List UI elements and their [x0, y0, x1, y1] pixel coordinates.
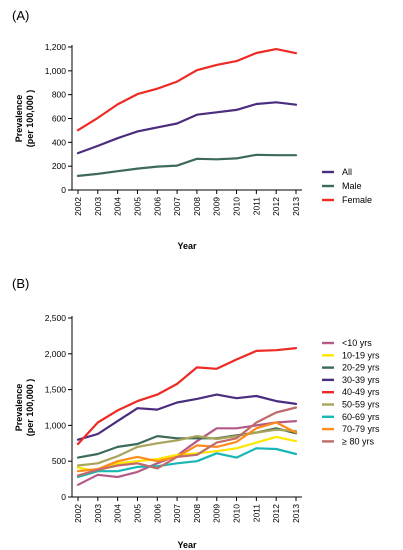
- chart-2-x-tick-label: 2011: [251, 504, 261, 523]
- chart-2-series-line-6: [76, 428, 298, 467]
- chart-1-series-line-3: [76, 47, 298, 132]
- chart-2-legend-label: 50-59 yrs: [342, 400, 380, 410]
- chart-2-y-axis-unit: (per 100,000 ): [25, 379, 35, 437]
- chart-1-x-tick-label: 2005: [132, 197, 142, 216]
- chart-1-x-tick-label: 2013: [291, 197, 301, 216]
- chart-1-y-tick-label: 0: [61, 185, 66, 195]
- chart-2-x-tick-label: 2005: [132, 504, 142, 523]
- chart-2-y-tick-label: 1,500: [45, 385, 67, 395]
- chart-1-y-tick-label: 1,200: [45, 42, 67, 52]
- chart-2-y-tick-label: 1,000: [45, 420, 67, 430]
- chart-2-x-tick-label: 2007: [172, 504, 182, 523]
- chart-1-y-tick-label: 1,000: [45, 66, 67, 76]
- chart-2-x-tick-label: 2012: [271, 504, 281, 523]
- chart-2-x-tick-label: 2010: [232, 504, 242, 523]
- chart-2-x-tick-label: 2009: [212, 504, 222, 523]
- chart-1-y-tick-label: 800: [52, 90, 66, 100]
- chart-2-series-line-9: [76, 406, 298, 477]
- chart-2-y-axis-title: Prevalence: [14, 384, 24, 432]
- chart-1-legend-label: All: [342, 167, 352, 177]
- chart-2-legend-label: <10 yrs: [342, 338, 372, 348]
- chart-2-x-axis-title: Year: [177, 540, 197, 550]
- chart-1-legend-label: Male: [342, 181, 362, 191]
- chart-2-y-tick-label: 2,000: [45, 349, 67, 359]
- chart-1-y-axis-unit: (per 100,000 ): [25, 90, 35, 148]
- chart-2-series-line-1: [76, 420, 298, 486]
- chart-1-legend-label: Female: [342, 195, 372, 205]
- chart-2-legend-label: 40-49 yrs: [342, 387, 380, 397]
- chart-2-x-tick-label: 2003: [93, 504, 103, 523]
- chart-1-x-tick-label: 2009: [212, 197, 222, 216]
- chart-2-panel-label: (B): [12, 276, 29, 291]
- chart-2-series-line-7: [76, 447, 298, 479]
- chart-2-series-line-8: [76, 421, 298, 473]
- chart-2-x-tick-label: 2013: [291, 504, 301, 523]
- chart-2-legend-label: 30-39 yrs: [342, 375, 380, 385]
- chart-1-panel-label: (A): [12, 8, 29, 23]
- chart-2-y-tick-label: 0: [61, 492, 66, 502]
- chart-1-y-tick-label: 400: [52, 137, 66, 147]
- chart-1-x-tick-label: 2006: [152, 197, 162, 216]
- chart-2-y-tick-label: 2,500: [45, 313, 67, 323]
- chart-1-x-tick-label: 2011: [251, 197, 261, 216]
- chart-2-legend-label: 60-69 yrs: [342, 412, 380, 422]
- chart-1-series-line-1: [76, 101, 298, 155]
- chart-1-x-tick-label: 2002: [73, 197, 83, 216]
- chart-1-x-tick-label: 2004: [113, 197, 123, 216]
- chart-1-y-tick-label: 600: [52, 114, 66, 124]
- chart-1-x-tick-label: 2003: [93, 197, 103, 216]
- chart-1-x-tick-label: 2007: [172, 197, 182, 216]
- chart-1-x-axis-title: Year: [177, 241, 197, 251]
- chart-1-x-tick-label: 2010: [232, 197, 242, 216]
- chart-1-x-tick-label: 2008: [192, 197, 202, 216]
- chart-2-legend-label: ≥ 80 yrs: [342, 436, 374, 446]
- chart-2-x-tick-label: 2004: [113, 504, 123, 523]
- chart-2-legend-label: 70-79 yrs: [342, 424, 380, 434]
- chart-2-legend-label: 20-29 yrs: [342, 363, 380, 373]
- chart-2-series-line-5: [76, 347, 298, 446]
- chart-1-x-tick-label: 2012: [271, 197, 281, 216]
- chart-1-y-axis-title: Prevalence: [14, 95, 24, 143]
- chart-2-x-tick-label: 2002: [73, 504, 83, 523]
- chart-2-x-tick-label: 2008: [192, 504, 202, 523]
- chart-2-series-line-2: [76, 435, 298, 473]
- chart-2-series-line-4: [76, 393, 298, 441]
- chart-1-series-line-2: [76, 153, 298, 177]
- chart-1-y-tick-label: 200: [52, 161, 66, 171]
- chart-2-y-tick-label: 500: [52, 456, 66, 466]
- chart-2-x-tick-label: 2006: [152, 504, 162, 523]
- chart-2-legend-label: 10-19 yrs: [342, 350, 380, 360]
